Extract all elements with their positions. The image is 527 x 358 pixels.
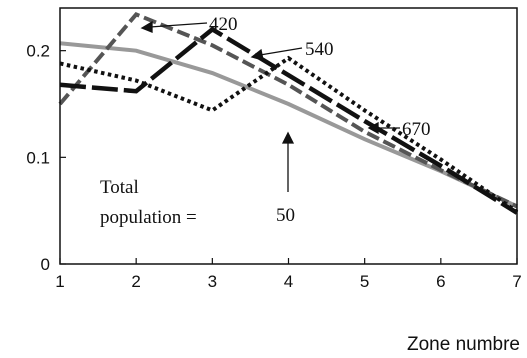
- annotation-total-line1: Total: [100, 177, 139, 198]
- x-tick-label-1: 1: [55, 272, 64, 291]
- arrow-540: [259, 47, 303, 56]
- arrow-420: [149, 22, 208, 28]
- y-tick-label-0.2: 0.2: [26, 42, 50, 61]
- series-label-540: 540: [305, 39, 334, 60]
- series-line-540: [59, 26, 519, 215]
- annotation-arrows: [140, 20, 400, 192]
- x-tick-label-5: 5: [360, 272, 369, 291]
- x-tick-label-4: 4: [284, 272, 293, 291]
- series-label-670: 670: [402, 119, 431, 140]
- x-tick-label-6: 6: [436, 272, 445, 291]
- arrow-50-head: [281, 131, 295, 144]
- series-label-420: 420: [209, 14, 238, 35]
- x-tick-label-3: 3: [208, 272, 217, 291]
- annotation-total-line2: population =: [100, 207, 197, 228]
- y-tick-label-0.1: 0.1: [26, 148, 50, 167]
- arrow-540-head: [250, 48, 264, 61]
- x-tick-label-2: 2: [131, 272, 140, 291]
- series-label-50: 50: [276, 205, 295, 226]
- arrow-420-head: [140, 20, 153, 33]
- arrow-670-head: [367, 121, 379, 135]
- x-tick-label-7: 7: [512, 272, 521, 291]
- series-line-670: [59, 55, 519, 214]
- x-axis-label: Zone numbre: [407, 334, 520, 355]
- series-line-420: [58, 12, 518, 209]
- plot-lines: [58, 12, 519, 215]
- axis-ticks: 1 2 3 4 5 6 700.10.2: [26, 42, 521, 291]
- y-tick-label-0: 0: [41, 255, 50, 274]
